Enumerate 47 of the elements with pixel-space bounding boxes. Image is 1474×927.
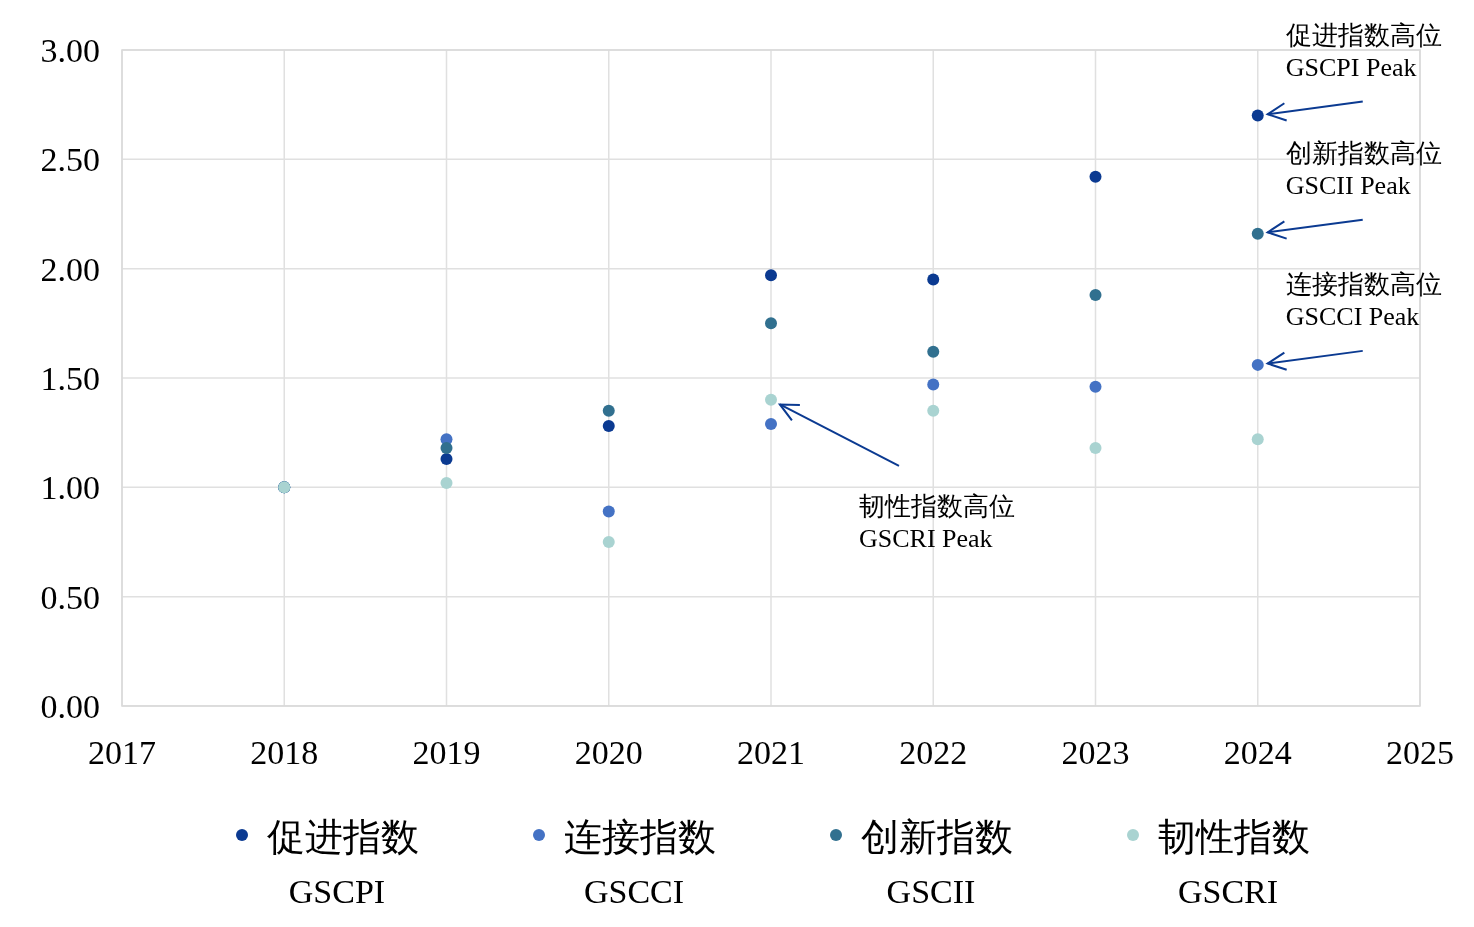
point (927, 404, 940, 417)
y-tick-label: 0.00 (40, 688, 100, 725)
point (765, 317, 777, 330)
point (602, 536, 615, 548)
y-tick-label: 2.50 (40, 141, 100, 179)
point (765, 269, 777, 282)
x-tick-label: 2021 (737, 734, 805, 771)
point (602, 404, 615, 417)
x-tick-label: 2020 (574, 734, 643, 771)
point (440, 452, 453, 465)
y-tick-label: 2.00 (40, 250, 100, 288)
point (602, 420, 615, 433)
point (765, 417, 777, 430)
point (927, 273, 940, 286)
y-tick-label: 3.00 (40, 32, 100, 69)
y-tick-label: 1.00 (40, 469, 100, 507)
annotation: 韧性指数高位 GSCRI Peak (859, 491, 1015, 553)
point (1089, 288, 1102, 301)
point (1251, 227, 1264, 240)
point (602, 505, 615, 518)
x-tick-label: 2022 (899, 734, 968, 771)
x-tick-label: 2019 (412, 734, 481, 771)
point (440, 441, 453, 454)
annotation: 促进指数高位 GSCPI Peak (1285, 20, 1442, 82)
annotation: 连接指数高位 GSCCI Peak (1285, 269, 1442, 331)
point (927, 378, 940, 391)
x-tick-label: 2025 (1386, 734, 1454, 771)
legend-label: 创新指数 GSCII (861, 816, 1013, 910)
y-tick-label: 1.50 (40, 360, 100, 397)
x-tick-label: 2023 (1061, 734, 1130, 771)
point (1251, 109, 1264, 122)
point (440, 476, 453, 489)
y-tick-label: 0.50 (40, 578, 100, 616)
point (1089, 380, 1102, 393)
legend-label: 韧性指数 GSCRI (1158, 816, 1310, 910)
point (1251, 358, 1264, 371)
annotation: 创新指数高位 GSCII Peak (1285, 138, 1442, 200)
point (927, 345, 940, 358)
legend-label: 连接指数 GSCCI (564, 816, 716, 910)
legend-label: 促进指数 GSCPI (267, 816, 419, 910)
point (765, 393, 777, 406)
point (1089, 441, 1102, 454)
x-tick-label: 2024 (1223, 734, 1292, 771)
x-tick-label: 2017 (88, 734, 156, 771)
point (1251, 433, 1264, 446)
x-tick-label: 2018 (250, 734, 319, 771)
point (1089, 170, 1102, 183)
